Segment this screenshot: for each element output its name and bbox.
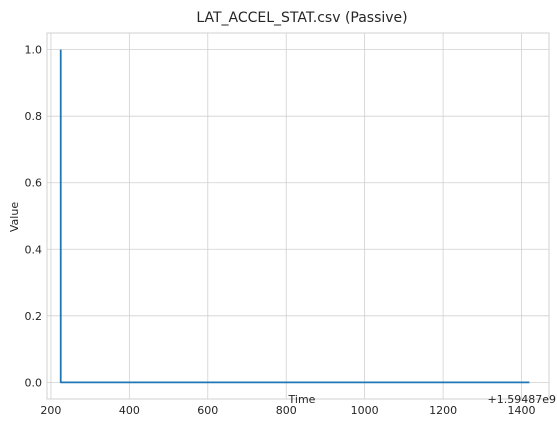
chart-title: LAT_ACCEL_STAT.csv (Passive) — [196, 10, 407, 26]
y-tick-label: 0.8 — [25, 110, 43, 123]
x-tick-label: 1200 — [429, 404, 457, 417]
x-tick-label: 1400 — [508, 404, 536, 417]
grid — [47, 33, 549, 399]
series-group — [59, 49, 530, 384]
y-tick-label: 0.0 — [25, 376, 43, 389]
x-tick-label: 400 — [119, 404, 140, 417]
x-tick-label: 800 — [276, 404, 297, 417]
x-tick-label: 200 — [40, 404, 61, 417]
x-tick-label: 1000 — [351, 404, 379, 417]
y-tick-label: 0.4 — [25, 243, 43, 256]
y-tick-labels: 0.0 0.2 0.4 0.6 0.8 1.0 — [25, 44, 43, 390]
y-tick-label: 0.6 — [25, 177, 43, 190]
x-tick-labels: 200 400 600 800 1000 1200 1400 — [40, 404, 535, 417]
axes-frame — [46, 32, 550, 400]
y-tick-label: 0.2 — [25, 310, 43, 323]
x-offset-label: +1.59487e9 — [488, 393, 556, 406]
x-axis-label: Time — [288, 393, 316, 406]
plot-area-border — [46, 32, 550, 400]
series-line — [59, 49, 530, 384]
x-tick-label: 600 — [197, 404, 218, 417]
y-tick-label: 1.0 — [25, 44, 43, 57]
y-axis-label: Value — [8, 202, 21, 232]
